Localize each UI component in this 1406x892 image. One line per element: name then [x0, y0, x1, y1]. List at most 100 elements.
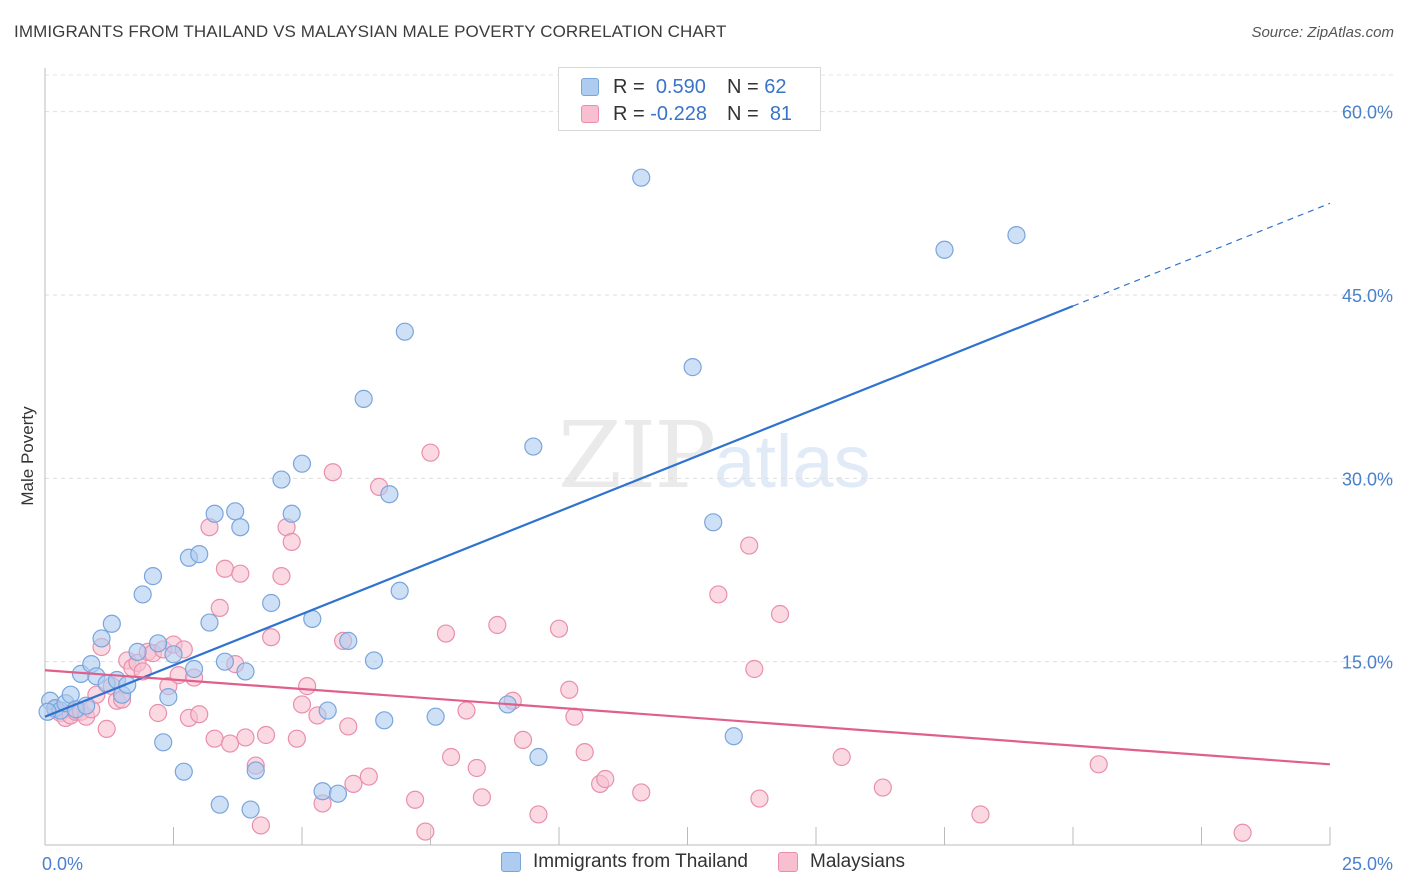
thailand-point: [529, 747, 548, 767]
malaysian-point: [344, 774, 363, 793]
thailand-point: [313, 782, 332, 801]
series-legend: Immigrants from Thailand Malaysians: [0, 851, 1406, 873]
thailand-point: [318, 701, 337, 720]
malaysian-point: [709, 585, 728, 604]
malaysian-point: [1233, 823, 1252, 842]
thailand-point: [375, 711, 394, 730]
thailand-point: [231, 518, 250, 537]
thailand-point: [282, 504, 301, 523]
thailand-point: [704, 513, 723, 532]
malaysian-point: [215, 559, 234, 578]
malaysian-point: [832, 747, 851, 767]
thailand-point: [143, 567, 163, 586]
malaysian-point: [1089, 755, 1108, 774]
thailand-point: [395, 322, 414, 341]
malaysian-point: [750, 789, 769, 808]
thailand-point: [328, 784, 348, 803]
thailand-point: [380, 485, 399, 504]
thailand-point: [236, 662, 255, 681]
n-label: N =: [727, 75, 759, 98]
malaysian-point: [272, 567, 291, 586]
thailand-swatch: [581, 78, 599, 96]
malaysian-legend-swatch: [778, 852, 798, 872]
malaysian-point: [339, 717, 358, 736]
malaysian-swatch: [581, 105, 599, 123]
thailand-point: [524, 437, 543, 456]
thailand-point: [210, 795, 229, 814]
thailand-point: [272, 470, 291, 489]
correlation-legend: R = 0.590 N = 62 R = -0.228 N = 81: [558, 67, 821, 131]
watermark-atlas: atlas: [714, 420, 871, 503]
r-value-malaysian: -0.228: [650, 102, 707, 125]
thailand-point: [226, 502, 245, 521]
n-value-malaysian: 81: [769, 102, 793, 125]
legend-item-malaysian: Malaysians: [778, 851, 905, 873]
thailand-point: [935, 240, 954, 259]
thailand-point: [724, 727, 743, 746]
malaysian-point: [292, 695, 312, 714]
thailand-point: [241, 800, 260, 819]
malaysian-point: [565, 707, 584, 726]
thailand-point: [292, 454, 312, 473]
thailand-trend-extension: [1072, 202, 1331, 307]
malaysian-point: [467, 758, 486, 778]
legend-label-malaysian: Malaysians: [810, 851, 906, 872]
malaysian-point: [745, 659, 764, 679]
malaysian-point: [421, 443, 440, 462]
r-label: R =: [613, 102, 645, 125]
malaysian-point: [575, 743, 594, 762]
thailand-point: [154, 733, 173, 752]
malaysian-point: [457, 701, 476, 720]
malaysian-point: [549, 619, 569, 638]
legend-row-thailand: R = 0.590 N = 62: [581, 74, 787, 100]
y-tick-label: 60.0%: [1342, 103, 1393, 123]
malaysian-point: [97, 719, 116, 738]
thailand-point: [246, 761, 265, 780]
x-tick-label: 25.0%: [1342, 854, 1393, 874]
thailand-point: [148, 634, 168, 653]
thailand-point: [200, 613, 219, 632]
malaysian-point: [256, 725, 276, 745]
malaysian-point: [770, 604, 790, 624]
thailand-point: [354, 389, 373, 408]
thailand-point: [683, 358, 702, 377]
malaysian-point: [488, 615, 507, 635]
thailand-point: [102, 614, 121, 633]
legend-row-malaysian: R = -0.228 N = 81: [581, 101, 792, 127]
malaysian-point: [971, 805, 990, 824]
x-tick-label: 0.0%: [42, 854, 83, 874]
malaysian-point: [282, 532, 301, 551]
thailand-point: [133, 585, 152, 604]
thailand-point: [190, 545, 209, 564]
malaysian-point: [148, 703, 168, 723]
thailand-legend-swatch: [500, 852, 521, 872]
y-tick-label: 15.0%: [1342, 653, 1393, 673]
malaysian-point: [529, 805, 548, 824]
malaysian-point: [323, 463, 342, 482]
thailand-point: [184, 659, 204, 679]
y-tick-label: 30.0%: [1342, 469, 1393, 489]
malaysian-point: [251, 816, 270, 835]
thailand-point: [364, 651, 384, 670]
malaysian-point: [596, 769, 615, 789]
thailand-point: [205, 504, 224, 523]
n-label: N =: [727, 102, 759, 125]
malaysian-point: [873, 778, 892, 797]
thailand-point: [164, 645, 183, 664]
r-label: R =: [613, 75, 645, 98]
malaysian-trend-line: [44, 669, 1331, 766]
malaysian-point: [262, 628, 281, 647]
malaysian-point: [740, 536, 759, 555]
malaysian-point: [436, 624, 456, 643]
y-tick-label: 45.0%: [1342, 286, 1393, 306]
malaysian-point: [231, 564, 250, 583]
legend-item-thailand: Immigrants from Thailand: [500, 851, 748, 873]
thailand-point: [159, 688, 178, 707]
malaysian-point: [210, 598, 229, 617]
r-value-thailand: 0.590: [655, 75, 706, 98]
watermark: ZIPatlas: [558, 402, 870, 509]
malaysian-point: [472, 788, 491, 807]
thailand-trend-line: [44, 304, 1074, 718]
thailand-point: [38, 702, 57, 721]
